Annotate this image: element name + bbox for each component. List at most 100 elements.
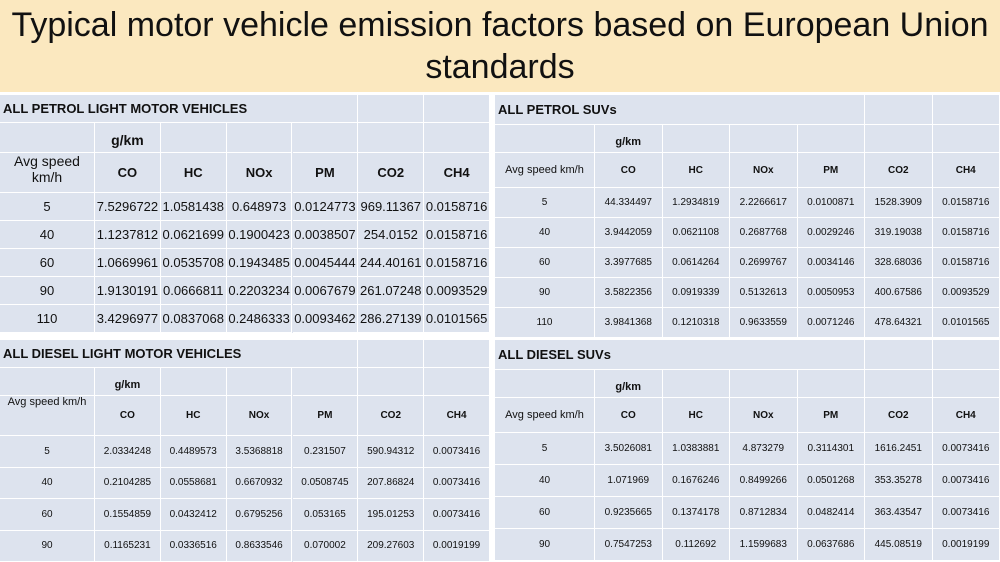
value-cell: 3.5822356 (595, 278, 663, 308)
value-cell: 0.0158716 (932, 218, 1000, 248)
table-title: ALL PETROL SUVs (495, 95, 798, 125)
value-cell: 0.0019199 (932, 529, 1000, 561)
empty-cell (662, 370, 730, 398)
column-header: CO (595, 153, 663, 188)
empty-cell (797, 340, 865, 370)
empty-cell (797, 125, 865, 153)
empty-cell (495, 125, 595, 153)
empty-cell (226, 368, 293, 396)
column-header: HC (160, 153, 227, 193)
value-cell: 363.43547 (865, 497, 933, 529)
speed-cell: 90 (495, 278, 595, 308)
empty-cell (292, 340, 359, 368)
emission-table: ALL DIESEL SUVs g/km Avg speed km/h CO HC NOx… (495, 340, 1000, 561)
empty-cell (797, 95, 865, 125)
value-cell: 0.6795256 (226, 499, 293, 531)
value-cell: 590.94312 (358, 436, 425, 468)
value-cell: 0.1676246 (662, 465, 730, 497)
value-cell: 0.231507 (292, 436, 359, 468)
value-cell: 44.334497 (595, 188, 663, 218)
value-cell: 0.0038507 (292, 221, 359, 249)
unit-label: g/km (95, 123, 161, 153)
value-cell: 3.9442059 (595, 218, 663, 248)
empty-cell (358, 95, 425, 123)
slide-title: Typical motor vehicle emission factors b… (11, 6, 989, 86)
value-cell: 0.9633559 (730, 308, 798, 338)
empty-cell (865, 340, 933, 370)
value-cell: 0.0666811 (160, 277, 227, 305)
value-cell: 0.1210318 (662, 308, 730, 338)
value-cell: 0.0621108 (662, 218, 730, 248)
column-header: PM (797, 153, 865, 188)
value-cell: 207.86824 (358, 467, 425, 499)
value-cell: 0.0045444 (292, 249, 359, 277)
value-cell: 3.5026081 (595, 433, 663, 465)
value-cell: 0.0432412 (160, 499, 227, 531)
column-header: CH4 (424, 153, 490, 193)
value-cell: 209.27603 (358, 530, 425, 562)
column-header: PM (292, 153, 359, 193)
value-cell: 1.071969 (595, 465, 663, 497)
value-cell: 0.4489573 (160, 436, 227, 468)
value-cell: 0.0535708 (160, 249, 227, 277)
value-cell: 969.11367 (358, 193, 425, 221)
speed-cell: 5 (0, 436, 95, 468)
value-cell: 478.64321 (865, 308, 933, 338)
value-cell: 0.0073416 (424, 436, 490, 468)
empty-cell (865, 125, 933, 153)
empty-cell (424, 123, 490, 153)
value-cell: 244.40161 (358, 249, 425, 277)
column-header: HC (160, 396, 227, 436)
column-header: HC (662, 398, 730, 433)
speed-cell: 90 (0, 530, 95, 562)
value-cell: 0.0029246 (797, 218, 865, 248)
value-cell: 0.0158716 (932, 188, 1000, 218)
value-cell: 0.9235665 (595, 497, 663, 529)
speed-cell: 40 (0, 467, 95, 499)
unit-label: g/km (595, 125, 663, 153)
value-cell: 3.4296977 (95, 305, 161, 333)
empty-cell (730, 370, 798, 398)
value-cell: 3.5368818 (226, 436, 293, 468)
value-cell: 0.0034146 (797, 248, 865, 278)
value-cell: 0.053165 (292, 499, 359, 531)
value-cell: 0.0067679 (292, 277, 359, 305)
column-header: CO2 (865, 398, 933, 433)
column-header: CO (95, 396, 161, 436)
empty-cell (797, 370, 865, 398)
value-cell: 0.0101565 (932, 308, 1000, 338)
value-cell: 0.2203234 (226, 277, 293, 305)
value-cell: 0.0158716 (424, 193, 490, 221)
value-cell: 1.9130191 (95, 277, 161, 305)
value-cell: 0.0501268 (797, 465, 865, 497)
speed-cell: 60 (0, 499, 95, 531)
value-cell: 3.9841368 (595, 308, 663, 338)
column-header: CO2 (358, 396, 425, 436)
value-cell: 1616.2451 (865, 433, 933, 465)
column-header: CH4 (424, 396, 490, 436)
value-cell: 0.6670932 (226, 467, 293, 499)
empty-cell (226, 123, 293, 153)
speed-cell: 60 (495, 497, 595, 529)
column-header: NOx (730, 153, 798, 188)
value-cell: 2.0334248 (95, 436, 161, 468)
value-cell: 0.8633546 (226, 530, 293, 562)
value-cell: 0.2699767 (730, 248, 798, 278)
empty-cell (358, 123, 425, 153)
value-cell: 0.112692 (662, 529, 730, 561)
value-cell: 0.8499266 (730, 465, 798, 497)
value-cell: 0.1943485 (226, 249, 293, 277)
empty-cell (358, 340, 425, 368)
empty-cell (160, 123, 227, 153)
value-cell: 3.3977685 (595, 248, 663, 278)
value-cell: 1.1237812 (95, 221, 161, 249)
empty-cell (932, 340, 1000, 370)
value-cell: 0.0124773 (292, 193, 359, 221)
value-cell: 0.8712834 (730, 497, 798, 529)
empty-cell (932, 125, 1000, 153)
speed-cell: 60 (495, 248, 595, 278)
column-header: HC (662, 153, 730, 188)
column-header: NOx (226, 396, 293, 436)
value-cell: 1.1599683 (730, 529, 798, 561)
